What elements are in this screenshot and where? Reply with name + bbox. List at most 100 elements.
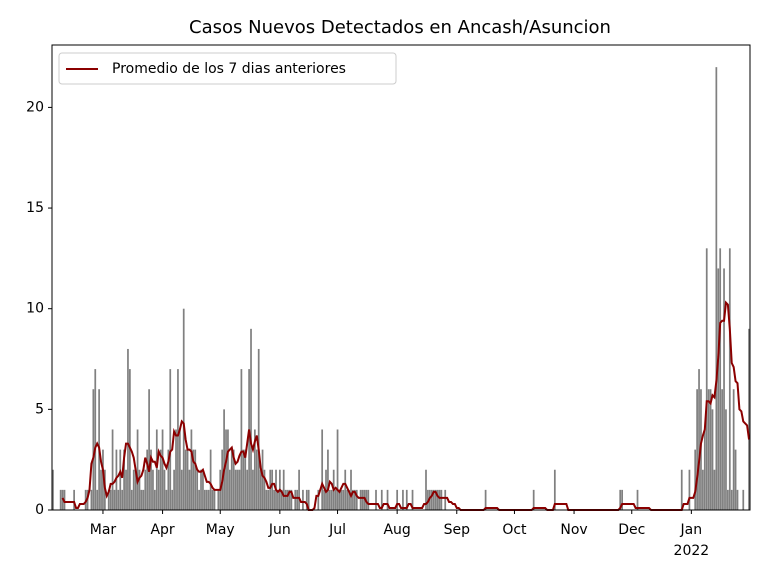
bar	[223, 409, 225, 510]
bar	[321, 429, 324, 510]
bar	[367, 489, 370, 510]
bar	[134, 469, 137, 510]
bar	[102, 449, 104, 510]
bar	[148, 389, 150, 510]
bar	[125, 469, 127, 510]
bar	[713, 469, 716, 510]
bar	[142, 489, 145, 510]
bar	[165, 489, 168, 510]
bar	[200, 469, 202, 510]
bar	[180, 469, 183, 510]
bar	[192, 449, 195, 510]
y-tick-label: 10	[26, 301, 44, 317]
bar	[188, 469, 191, 510]
bar	[355, 489, 358, 510]
bar	[230, 449, 233, 510]
bar	[553, 469, 556, 510]
bar	[205, 489, 208, 510]
plot-frame	[51, 44, 751, 511]
bar	[288, 489, 291, 510]
bar	[138, 469, 141, 510]
bar	[353, 489, 356, 510]
bar	[184, 449, 187, 510]
bar	[259, 469, 262, 510]
bar	[213, 489, 216, 510]
bar	[127, 348, 129, 510]
bar	[621, 489, 623, 510]
chart-title: Casos Nuevos Detectados en Ancash/Asunci…	[189, 17, 611, 38]
average-line	[61, 300, 751, 511]
bar	[305, 489, 308, 510]
x-tick-label: May	[206, 522, 235, 538]
bar	[255, 449, 258, 510]
bar	[344, 469, 347, 510]
bar	[173, 469, 175, 510]
bar	[179, 429, 181, 510]
bar	[702, 469, 704, 510]
bar	[152, 469, 154, 510]
bar	[238, 469, 241, 510]
bar	[167, 449, 170, 510]
bar	[411, 489, 414, 510]
bar	[252, 469, 254, 510]
bar	[175, 429, 177, 510]
bar	[317, 489, 320, 510]
bar	[730, 489, 733, 510]
bar	[52, 469, 54, 510]
bar	[721, 389, 723, 510]
bar	[705, 248, 708, 510]
bar	[150, 449, 152, 510]
x-tick-label: Aug	[383, 522, 410, 538]
bar	[282, 469, 285, 510]
bar	[396, 489, 399, 510]
bar	[234, 469, 237, 510]
bar	[711, 409, 714, 510]
bar	[109, 489, 112, 510]
bar	[171, 489, 174, 510]
bar	[298, 469, 300, 510]
bar	[438, 489, 441, 510]
bar	[330, 489, 333, 510]
bar	[725, 409, 727, 510]
legend-label: Promedio de los 7 dias anteriores	[112, 61, 346, 77]
bar	[405, 489, 408, 510]
bar	[96, 489, 99, 510]
bar	[402, 489, 404, 510]
bar	[742, 489, 745, 510]
bar	[263, 469, 266, 510]
bar	[359, 489, 362, 510]
bar	[342, 489, 345, 510]
bar	[307, 489, 310, 510]
x-tick-label: Nov	[560, 522, 587, 538]
bar	[92, 389, 95, 510]
bar	[144, 469, 147, 510]
x-tick-label: Jan	[680, 522, 703, 538]
bar	[117, 489, 120, 510]
bar	[207, 489, 210, 510]
bar	[182, 308, 185, 510]
y-tick-label: 5	[35, 401, 44, 417]
bar	[290, 489, 293, 510]
y-tick-label: 20	[26, 99, 44, 115]
x-tick-label: Apr	[150, 522, 174, 538]
bar	[244, 449, 247, 510]
bar	[250, 328, 252, 510]
bar	[136, 429, 139, 510]
bar	[240, 369, 243, 510]
bar	[169, 369, 172, 510]
bar	[696, 389, 698, 510]
x-tick-label: Dec	[618, 522, 645, 538]
bar	[440, 489, 443, 510]
bar	[350, 469, 352, 510]
bar	[334, 489, 337, 510]
bar	[113, 489, 116, 510]
bar	[323, 489, 325, 510]
bar	[619, 489, 622, 510]
bar	[107, 489, 110, 510]
x-tick-label: Mar	[90, 522, 117, 538]
bar	[444, 489, 447, 510]
bar	[177, 369, 179, 510]
bar	[209, 449, 212, 510]
bar	[194, 449, 197, 510]
